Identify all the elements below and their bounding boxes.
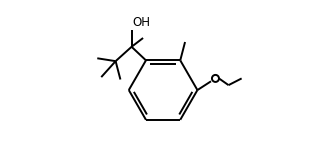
Text: OH: OH bbox=[132, 16, 150, 29]
